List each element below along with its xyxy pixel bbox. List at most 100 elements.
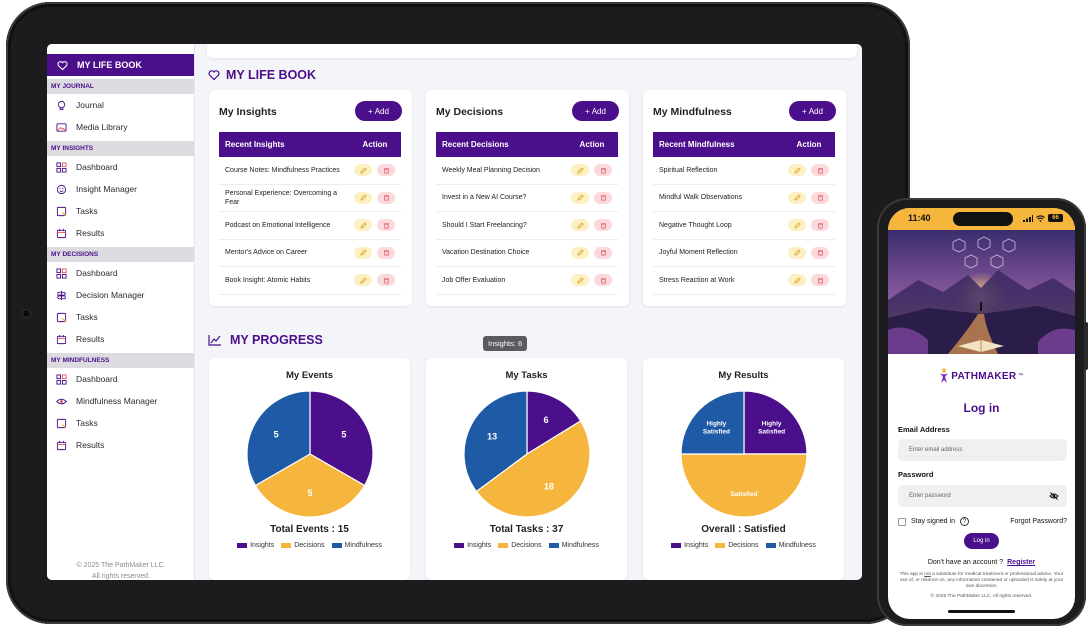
delete-button[interactable] — [377, 164, 395, 177]
sidebar-item-results[interactable]: Results — [47, 222, 194, 244]
trash-icon — [600, 168, 606, 174]
edit-button[interactable] — [571, 164, 589, 177]
delete-button[interactable] — [811, 274, 829, 287]
password-field[interactable]: Enter password — [898, 485, 1067, 507]
edit-button[interactable] — [788, 274, 806, 287]
delete-button[interactable] — [594, 219, 612, 232]
legend-item[interactable]: Decisions — [498, 542, 542, 549]
sidebar-item-results[interactable]: Results — [47, 328, 194, 350]
record-title[interactable]: Mentor's Advice on Career — [225, 249, 308, 257]
record-title[interactable]: Joyful Moment Reflection — [659, 249, 738, 257]
edit-button[interactable] — [571, 191, 589, 204]
forgot-password-link[interactable]: Forgot Password? — [1010, 518, 1067, 525]
sidebar-item-results[interactable]: Results — [47, 434, 194, 456]
edit-button[interactable] — [571, 274, 589, 287]
legend-item[interactable]: Decisions — [281, 542, 325, 549]
stay-signed-checkbox[interactable]: Stay signed in ? — [898, 517, 969, 526]
pie-slice-insights[interactable] — [526, 390, 582, 456]
delete-button[interactable] — [377, 246, 395, 259]
edit-button[interactable] — [788, 191, 806, 204]
pie-chart[interactable]: 5 5 5 — [245, 389, 375, 519]
pie-slice-insights[interactable] — [309, 390, 374, 487]
sidebar-item-tasks[interactable]: Tasks — [47, 306, 194, 328]
record-title[interactable]: Podcast on Emotional Intelligence — [225, 221, 331, 229]
email-field[interactable]: Enter email address — [898, 439, 1067, 461]
sidebar-brand[interactable]: MY LIFE BOOK — [47, 54, 194, 76]
pie-chart[interactable]: Highly Satisfied Satisfied Highly Satisfied — [679, 389, 809, 519]
delete-button[interactable] — [594, 164, 612, 177]
record-title[interactable]: Weekly Meal Planning Decision — [442, 166, 540, 174]
edit-button[interactable] — [788, 164, 806, 177]
legend-item[interactable]: Decisions — [715, 542, 759, 549]
delete-button[interactable] — [594, 246, 612, 259]
delete-button[interactable] — [811, 191, 829, 204]
legend-item[interactable]: Mindfulness — [331, 542, 382, 549]
delete-button[interactable] — [594, 274, 612, 287]
delete-button[interactable] — [811, 219, 829, 232]
legend-swatch — [237, 542, 248, 548]
edit-button[interactable] — [354, 191, 372, 204]
sidebar-item-journal[interactable]: Journal — [47, 94, 194, 116]
login-button[interactable]: Log in — [964, 533, 999, 549]
sidebar-item-dashboard[interactable]: Dashboard — [47, 368, 194, 390]
home-indicator[interactable] — [948, 610, 1015, 613]
edit-button[interactable] — [354, 274, 372, 287]
delete-button[interactable] — [377, 219, 395, 232]
sidebar-item-decision-manager[interactable]: Decision Manager — [47, 284, 194, 306]
edit-button[interactable] — [571, 219, 589, 232]
pie-slice-mindfulness[interactable] — [246, 390, 311, 487]
record-title[interactable]: Stress Reaction at Work — [659, 276, 735, 284]
sidebar-item-tasks[interactable]: Tasks — [47, 200, 194, 222]
legend-item[interactable]: Mindfulness — [765, 542, 816, 549]
record-title[interactable]: Vacation Destination Choice — [442, 249, 530, 257]
pie-chart[interactable]: 6 18 13 — [462, 389, 592, 519]
legend-item[interactable]: Insights — [671, 542, 708, 549]
edit-button[interactable] — [354, 246, 372, 259]
sidebar-item-mindfulness-manager[interactable]: Mindfulness Manager — [47, 390, 194, 412]
add-button[interactable]: + Add — [355, 101, 402, 121]
delete-button[interactable] — [377, 191, 395, 204]
record-title[interactable]: Should I Start Freelancing? — [442, 221, 527, 229]
pie-slice-mindfulness[interactable] — [680, 390, 745, 455]
sidebar-item-dashboard[interactable]: Dashboard — [47, 262, 194, 284]
table-header: Recent Insights Action — [219, 132, 401, 157]
help-icon[interactable]: ? — [959, 517, 969, 526]
record-title[interactable]: Job Offer Evaluation — [442, 276, 506, 284]
legend-item[interactable]: Mindfulness — [548, 542, 599, 549]
card-title: My Decisions — [436, 106, 504, 118]
record-title[interactable]: Course Notes: Mindfulness Practices — [225, 166, 340, 174]
sidebar-item-media-library[interactable]: Media Library — [47, 116, 194, 138]
records-card: My Insights + Add Recent Insights Action … — [209, 90, 412, 306]
sidebar-item-dashboard[interactable]: Dashboard — [47, 156, 194, 178]
pie-slice-mindfulness[interactable] — [463, 390, 528, 493]
edit-button[interactable] — [354, 164, 372, 177]
eye-slash-icon[interactable] — [1049, 491, 1059, 501]
record-title[interactable]: Mindful Walk Observations — [659, 194, 742, 202]
record-title[interactable]: Negative Thought Loop — [659, 221, 732, 229]
legend-item[interactable]: Insights — [454, 542, 491, 549]
delete-button[interactable] — [377, 274, 395, 287]
delete-button[interactable] — [811, 164, 829, 177]
edit-button[interactable] — [788, 219, 806, 232]
sidebar-item-insight-manager[interactable]: Insight Manager — [47, 178, 194, 200]
record-title[interactable]: Book Insight: Atomic Habits — [225, 276, 311, 284]
edit-button[interactable] — [788, 246, 806, 259]
legend-item[interactable]: Insights — [237, 542, 274, 549]
edit-button[interactable] — [354, 219, 372, 232]
edit-button[interactable] — [571, 246, 589, 259]
register-link[interactable]: Register — [1007, 559, 1036, 566]
sidebar-item-tasks[interactable]: Tasks — [47, 412, 194, 434]
add-button[interactable]: + Add — [789, 101, 836, 121]
record-title[interactable]: Personal Experience: Overcoming a Fear — [225, 189, 338, 206]
record-title[interactable]: Spiritual Reflection — [659, 166, 718, 174]
delete-button[interactable] — [811, 246, 829, 259]
checkbox-box[interactable] — [898, 517, 906, 526]
record-title[interactable]: Invest in a New AI Course? — [442, 194, 527, 202]
task-icon — [56, 418, 67, 428]
add-button[interactable]: + Add — [572, 101, 619, 121]
delete-button[interactable] — [594, 191, 612, 204]
pie-slice-decisions[interactable] — [475, 420, 591, 518]
pie-slice-insights[interactable] — [743, 390, 808, 455]
pie-slice-decisions[interactable] — [680, 453, 808, 518]
edit-icon — [793, 222, 801, 229]
